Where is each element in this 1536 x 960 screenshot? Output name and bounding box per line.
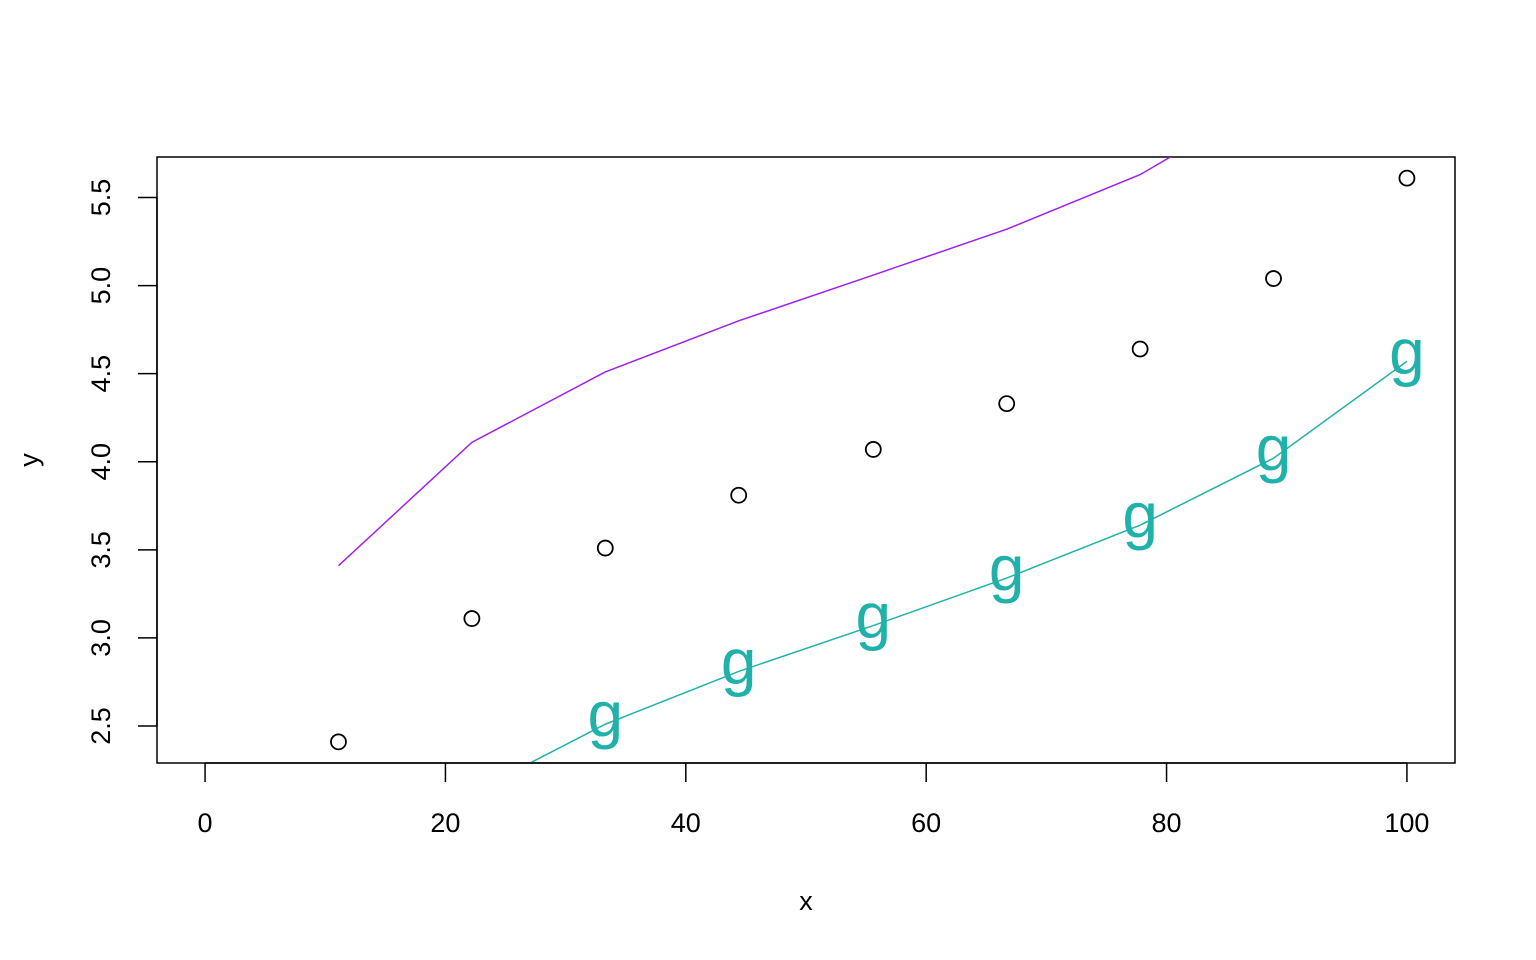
x-tick-label: 0 — [198, 808, 213, 838]
y-tick-label: 3.5 — [86, 531, 116, 569]
point — [463, 610, 481, 627]
point — [1398, 169, 1416, 187]
y-tick-label: 5.0 — [86, 267, 116, 305]
x-tick-label: 100 — [1384, 808, 1429, 838]
point — [596, 539, 614, 557]
point — [330, 733, 347, 751]
point-marker: g — [454, 747, 490, 819]
point-marker: g — [1389, 315, 1425, 387]
y-tick-label: 5.5 — [86, 179, 116, 217]
point — [730, 486, 748, 504]
point-marker: g — [856, 580, 892, 652]
point-marker: g — [587, 678, 623, 750]
x-tick-label: 40 — [671, 808, 701, 838]
point — [998, 395, 1016, 413]
point — [864, 441, 882, 458]
x-tick-label: 80 — [1152, 808, 1182, 838]
point-marker: g — [989, 532, 1025, 604]
x-tick-label: 60 — [911, 808, 941, 838]
y-axis-label: y — [14, 453, 44, 467]
point — [1265, 270, 1282, 287]
x-axis-label: x — [799, 886, 813, 916]
point-marker: g — [721, 625, 757, 697]
y-tick-label: 3.0 — [86, 619, 116, 657]
y-tick-label: 4.5 — [86, 355, 116, 393]
series-line — [528, 360, 1408, 763]
series-line — [337, 157, 1172, 567]
point — [1131, 340, 1149, 358]
point-marker: g — [1256, 412, 1292, 484]
y-tick-label: 2.5 — [86, 707, 116, 745]
point-marker: g — [1122, 479, 1158, 551]
plot-area: g g g g g g g g — [330, 157, 1425, 819]
y-tick-label: 4.0 — [86, 443, 116, 481]
x-tick-label: 20 — [430, 808, 460, 838]
